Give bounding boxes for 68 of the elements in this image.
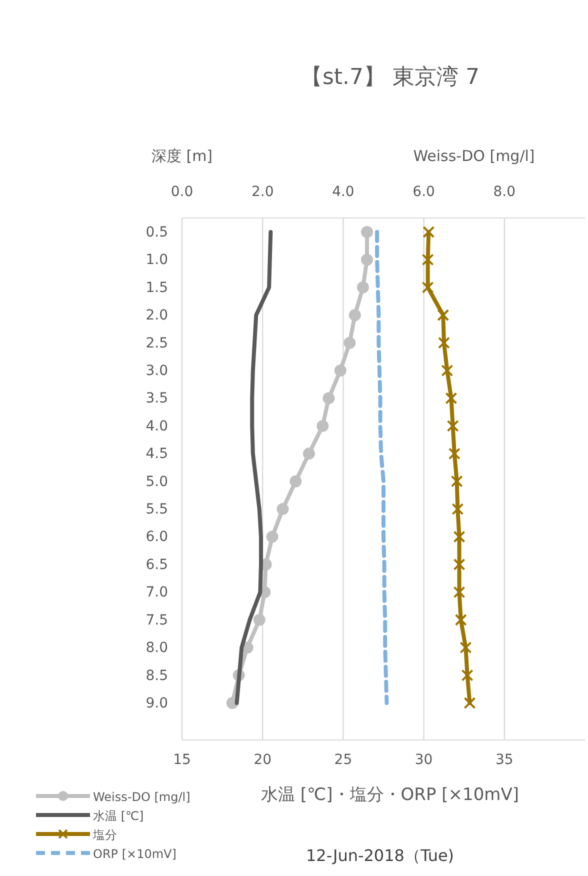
point [438,336,450,349]
x2-tick-label: 8.0 [493,184,516,200]
point [445,392,458,404]
legend-label: 水温 [℃] [93,809,144,823]
y-axis-title: 深度 [m] [151,147,213,165]
point [356,281,369,294]
y-tick-label: 1.0 [146,252,168,268]
y-tick-label: 6.5 [146,556,168,573]
y-tick-label: 8.0 [146,640,168,656]
point [253,614,266,626]
point [334,364,346,377]
point [453,586,466,598]
point [448,448,460,460]
y-tick-label: 2.5 [146,335,168,352]
x2-tick-label: 0.0 [170,184,194,200]
legend-label: ORP [×10mV] [93,847,176,861]
y-tick-label: 6.0 [146,529,168,546]
y-tick-label: 4.0 [146,418,168,434]
point [422,226,435,238]
x2-tick-label: 4.0 [332,184,354,200]
point [344,336,356,349]
point [360,254,373,266]
x-tick-label: 35 [495,752,514,768]
point [460,642,472,654]
y-tick-label: 5.5 [146,502,168,518]
legend-label: Weiss-DO [mg/l] [93,790,190,804]
point [446,420,459,432]
point [422,281,434,294]
y-tick-label: 2.0 [146,308,168,324]
point [454,614,467,626]
y-tick-label: 0.5 [146,224,168,240]
point [360,226,373,238]
x-axis-title: 水温 [℃]・塩分・ORP [×10mV] [261,785,519,805]
y-tick-label: 9.0 [146,695,168,712]
text: 12-Jun-2018（Tue) [306,846,454,865]
y-tick-label: 1.5 [146,280,168,296]
x-tick-label: 30 [414,752,433,768]
point [316,420,329,432]
point [322,392,335,404]
chart-title: 【st.7】 東京湾 7 [300,65,480,90]
point [302,448,315,460]
point [422,254,434,266]
point [348,309,361,322]
legend-label: 塩分 [92,828,117,842]
x2-axis-title: Weiss-DO [mg/l] [413,147,535,165]
point [453,530,466,543]
y-tick-label: 5.0 [146,474,168,490]
point [290,475,302,488]
x-tick-label: 20 [254,752,272,768]
point [453,558,466,570]
point [437,309,450,322]
y-tick-label: 3.0 [146,363,168,380]
x2-tick-label: 2.0 [251,184,274,200]
point [452,503,464,516]
point [266,530,278,543]
x2-tick-label: 6.0 [412,184,435,200]
point [450,475,463,488]
point [441,364,454,377]
y-tick-label: 3.5 [146,390,168,407]
x-tick-label: 25 [334,752,352,768]
point [276,503,289,516]
y-tick-label: 7.0 [146,584,168,601]
point [461,669,474,682]
x-tick-label: 15 [173,752,191,768]
y-tick-label: 4.5 [146,446,168,462]
y-tick-label: 7.5 [146,612,168,628]
point [464,697,476,709]
y-tick-label: 8.5 [146,668,168,684]
